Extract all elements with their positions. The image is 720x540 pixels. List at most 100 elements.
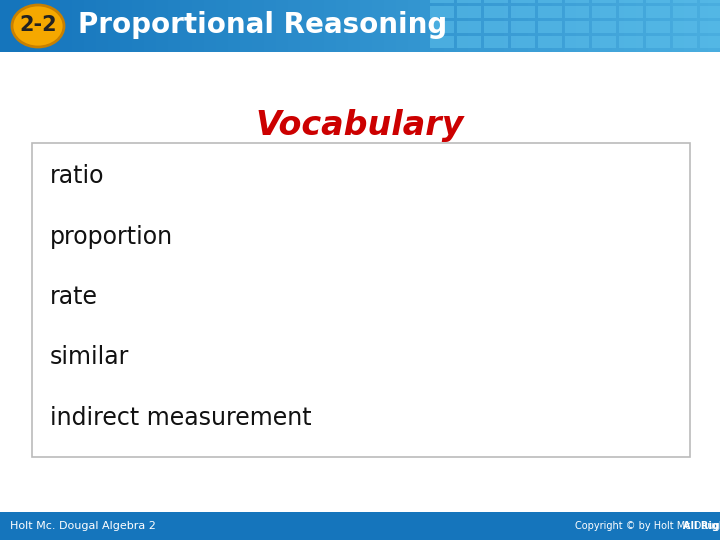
- Ellipse shape: [12, 5, 64, 47]
- Bar: [708, 0, 720, 52]
- Bar: [360, 0, 372, 52]
- Text: similar: similar: [50, 346, 130, 369]
- Bar: [430, 0, 454, 3]
- Bar: [12, 0, 24, 52]
- Bar: [0, 52, 720, 512]
- Bar: [180, 0, 192, 52]
- Bar: [396, 0, 408, 52]
- Bar: [700, 36, 720, 48]
- Bar: [312, 0, 324, 52]
- Bar: [700, 21, 720, 33]
- Bar: [528, 0, 540, 52]
- Bar: [156, 0, 168, 52]
- Bar: [484, 21, 508, 33]
- Text: indirect measurement: indirect measurement: [50, 406, 312, 430]
- Bar: [456, 0, 468, 52]
- Bar: [516, 0, 528, 52]
- Bar: [619, 0, 643, 3]
- Bar: [192, 0, 204, 52]
- Bar: [484, 0, 508, 3]
- Bar: [120, 0, 132, 52]
- Bar: [636, 0, 648, 52]
- Bar: [592, 36, 616, 48]
- Bar: [565, 36, 589, 48]
- Bar: [648, 0, 660, 52]
- Bar: [252, 0, 264, 52]
- Text: ratio: ratio: [50, 164, 104, 188]
- Bar: [565, 21, 589, 33]
- Bar: [372, 0, 384, 52]
- Bar: [592, 21, 616, 33]
- Bar: [538, 6, 562, 18]
- Bar: [511, 0, 535, 3]
- Text: Proportional Reasoning: Proportional Reasoning: [78, 11, 447, 39]
- Bar: [0, 512, 720, 540]
- Bar: [538, 36, 562, 48]
- Text: Holt Mc. Dougal Algebra 2: Holt Mc. Dougal Algebra 2: [10, 521, 156, 531]
- Bar: [32, 143, 690, 457]
- Bar: [484, 36, 508, 48]
- Bar: [646, 6, 670, 18]
- Bar: [511, 21, 535, 33]
- Bar: [700, 6, 720, 18]
- Bar: [592, 6, 616, 18]
- Bar: [348, 0, 360, 52]
- Bar: [696, 0, 708, 52]
- Bar: [504, 0, 516, 52]
- Bar: [108, 0, 120, 52]
- Text: All Rights Reserved.: All Rights Reserved.: [683, 521, 720, 531]
- Bar: [96, 0, 108, 52]
- Text: Vocabulary: Vocabulary: [256, 109, 464, 141]
- Bar: [468, 0, 480, 52]
- Text: 2-2: 2-2: [19, 15, 57, 35]
- Bar: [619, 36, 643, 48]
- Bar: [672, 0, 684, 52]
- Bar: [673, 21, 697, 33]
- Bar: [264, 0, 276, 52]
- Bar: [552, 0, 564, 52]
- Bar: [457, 6, 481, 18]
- Bar: [168, 0, 180, 52]
- Bar: [492, 0, 504, 52]
- Bar: [48, 0, 60, 52]
- Bar: [673, 36, 697, 48]
- Bar: [84, 0, 96, 52]
- Bar: [700, 0, 720, 3]
- Bar: [24, 0, 36, 52]
- Bar: [588, 0, 600, 52]
- Bar: [612, 0, 624, 52]
- Bar: [430, 36, 454, 48]
- Bar: [36, 0, 48, 52]
- Bar: [646, 36, 670, 48]
- Bar: [565, 6, 589, 18]
- Bar: [288, 0, 300, 52]
- Bar: [324, 0, 336, 52]
- Bar: [204, 0, 216, 52]
- Bar: [144, 0, 156, 52]
- Bar: [457, 0, 481, 3]
- Bar: [511, 36, 535, 48]
- Bar: [600, 0, 612, 52]
- Bar: [660, 0, 672, 52]
- Bar: [444, 0, 456, 52]
- Text: rate: rate: [50, 285, 98, 309]
- Bar: [565, 0, 589, 3]
- Bar: [576, 0, 588, 52]
- Bar: [540, 0, 552, 52]
- Bar: [457, 21, 481, 33]
- Bar: [132, 0, 144, 52]
- Bar: [480, 0, 492, 52]
- Bar: [430, 6, 454, 18]
- Bar: [624, 0, 636, 52]
- Bar: [646, 0, 670, 3]
- Bar: [484, 6, 508, 18]
- Bar: [538, 0, 562, 3]
- Bar: [336, 0, 348, 52]
- Bar: [432, 0, 444, 52]
- Bar: [619, 6, 643, 18]
- Bar: [240, 0, 252, 52]
- Bar: [673, 6, 697, 18]
- Bar: [511, 6, 535, 18]
- Bar: [300, 0, 312, 52]
- Bar: [430, 21, 454, 33]
